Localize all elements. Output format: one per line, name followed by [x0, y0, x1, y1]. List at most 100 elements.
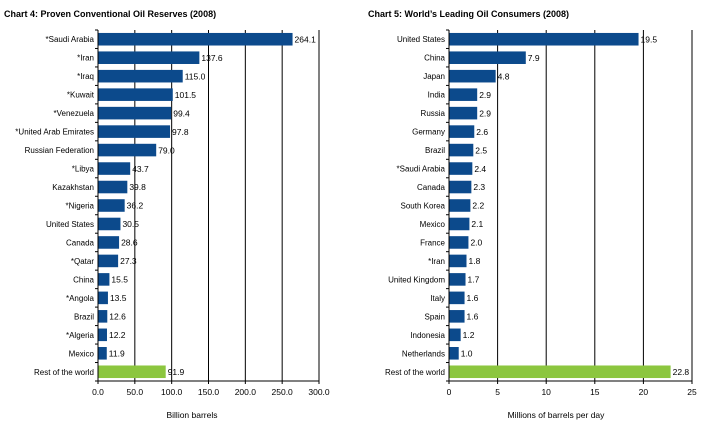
x-axis-label: Billion barrels [166, 410, 217, 420]
chart-4: Chart 4: Proven Conventional Oil Reserve… [4, 9, 330, 420]
x-tick-label: 20 [639, 387, 649, 397]
category-label: Netherlands [402, 349, 445, 358]
category-label: *Iran [77, 54, 94, 63]
bar-saudi-arabia [449, 162, 473, 175]
value-label: 1.6 [467, 312, 479, 322]
bar-nigeria [98, 199, 125, 212]
bar-china [449, 51, 526, 64]
category-label: India [428, 91, 446, 100]
bar-italy [449, 291, 465, 305]
bar-kazakhstan [98, 180, 128, 194]
value-label: 30.5 [122, 219, 139, 229]
bar-iran [98, 51, 200, 64]
bar-indonesia [449, 328, 461, 342]
value-label: 15.5 [111, 275, 128, 285]
value-label: 2.6 [476, 127, 488, 137]
bar-canada [449, 180, 472, 194]
category-label: Canada [66, 238, 95, 247]
bar-iran [449, 254, 467, 268]
bar-rest-of-the-world [449, 365, 671, 379]
value-label: 1.0 [461, 348, 473, 358]
chart-5: Chart 5: World’s Leading Oil Consumers (… [368, 9, 697, 420]
value-label: 36.2 [127, 201, 144, 211]
category-label: *Saudi Arabia [397, 165, 446, 174]
value-label: 2.9 [479, 90, 491, 100]
x-tick-label: 100.0 [161, 387, 183, 397]
category-label: *Saudi Arabia [46, 35, 95, 44]
category-label: Russia [421, 109, 446, 118]
value-label: 12.6 [109, 312, 126, 322]
category-label: Kazakhstan [52, 183, 94, 192]
bar-kuwait [98, 88, 173, 101]
x-tick-label: 50.0 [127, 387, 144, 397]
category-label: Rest of the world [34, 368, 94, 377]
value-label: 22.8 [673, 367, 690, 377]
bar-united-arab-emirates [98, 125, 171, 138]
bar-qatar [98, 254, 119, 268]
value-label: 264.1 [295, 34, 317, 44]
x-axis-label: Millions of barrels per day [508, 410, 606, 420]
bar-china [98, 273, 110, 286]
x-tick-label: 200.0 [235, 387, 257, 397]
value-label: 2.0 [470, 238, 482, 248]
value-label: 2.3 [473, 182, 485, 192]
chart-title: Chart 5: World’s Leading Oil Consumers (… [368, 9, 569, 19]
value-label: 2.2 [472, 201, 484, 211]
value-label: 19.5 [641, 34, 658, 44]
value-label: 27.3 [120, 256, 137, 266]
bar-india [449, 88, 478, 101]
value-label: 1.6 [467, 293, 479, 303]
bar-united-states [98, 217, 121, 231]
value-label: 1.2 [463, 330, 475, 340]
x-tick-label: 250.0 [272, 387, 294, 397]
value-label: 97.8 [172, 127, 189, 137]
bar-saudi-arabia [98, 32, 293, 46]
category-label: Canada [417, 183, 446, 192]
bar-iraq [98, 69, 183, 83]
category-label: Mexico [420, 220, 446, 229]
category-label: *Algeria [66, 331, 95, 340]
x-tick-label: 25 [687, 387, 697, 397]
x-tick-label: 0.0 [92, 387, 104, 397]
bar-south-korea [449, 199, 471, 212]
category-label: Germany [412, 128, 445, 137]
category-label: United Kingdom [388, 275, 445, 284]
category-label: *Iraq [77, 72, 94, 81]
category-label: Brazil [425, 146, 445, 155]
bar-netherlands [449, 347, 459, 360]
category-label: United States [46, 220, 94, 229]
category-label: *Libya [72, 165, 95, 174]
bar-algeria [98, 328, 107, 342]
category-label: Indonesia [410, 331, 445, 340]
x-tick-label: 5 [495, 387, 500, 397]
category-label: *Nigeria [66, 202, 95, 211]
bar-russia [449, 106, 478, 120]
value-label: 91.9 [168, 367, 185, 377]
x-tick-label: 300.0 [308, 387, 330, 397]
bar-russian-federation [98, 143, 157, 157]
value-label: 101.5 [175, 90, 197, 100]
bar-united-kingdom [449, 273, 466, 286]
bar-france [449, 236, 469, 249]
bar-canada [98, 236, 120, 249]
value-label: 2.1 [471, 219, 483, 229]
value-label: 39.8 [129, 182, 146, 192]
value-label: 137.6 [201, 53, 223, 63]
category-label: Russian Federation [25, 146, 94, 155]
bar-rest-of-the-world [98, 365, 166, 379]
category-label: *Venezuela [54, 109, 95, 118]
value-label: 79.0 [158, 145, 175, 155]
x-tick-label: 15 [590, 387, 600, 397]
category-label: *Angola [66, 294, 95, 303]
chart-title: Chart 4: Proven Conventional Oil Reserve… [4, 9, 216, 19]
value-label: 11.9 [109, 348, 125, 358]
value-label: 99.4 [173, 108, 190, 118]
category-label: France [420, 238, 445, 247]
category-label: Italy [430, 294, 445, 303]
x-tick-label: 0 [447, 387, 452, 397]
value-label: 2.4 [474, 164, 486, 174]
category-label: Brazil [74, 312, 94, 321]
bar-angola [98, 291, 108, 305]
category-label: United States [397, 35, 445, 44]
